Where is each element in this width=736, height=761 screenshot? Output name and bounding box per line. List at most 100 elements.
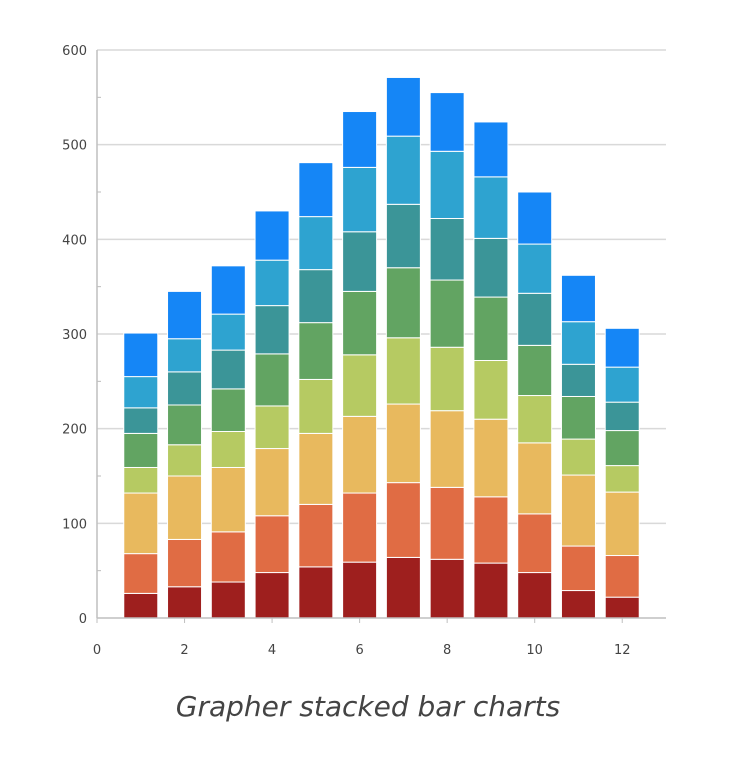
bar-segment — [342, 354, 378, 417]
bar-segment — [298, 503, 334, 568]
bar-segment — [254, 448, 290, 517]
y-tick-label: 600 — [62, 44, 87, 59]
bar-segment — [298, 432, 334, 505]
bar-segment — [385, 337, 421, 405]
bar-segment — [385, 482, 421, 558]
bar-segment — [560, 274, 596, 323]
bar-stack — [473, 121, 509, 619]
bar-segment — [604, 430, 640, 467]
bar-segment — [342, 492, 378, 563]
bar-segment — [342, 111, 378, 168]
bar-segment — [517, 344, 553, 397]
x-tick-label: 6 — [355, 643, 363, 658]
bar-stack — [210, 265, 246, 619]
y-tick-label: 100 — [62, 517, 87, 532]
bar-stack — [385, 76, 421, 619]
bar-segment — [560, 590, 596, 619]
bar-stack — [517, 191, 553, 619]
bar-segment — [123, 376, 159, 409]
x-tick-label: 2 — [180, 643, 188, 658]
chart-caption: Grapher stacked bar charts — [175, 690, 561, 723]
bar-segment — [517, 292, 553, 346]
bar-segment — [517, 191, 553, 245]
bar-segment — [298, 216, 334, 271]
x-tick-label: 10 — [526, 643, 543, 658]
bar-segment — [210, 581, 246, 619]
bar-segment — [604, 465, 640, 493]
bar-segment — [473, 237, 509, 298]
bar-segment — [517, 572, 553, 619]
x-tick-label: 0 — [93, 643, 101, 658]
bar-stack — [123, 332, 159, 619]
bar-stack — [560, 274, 596, 619]
bar-segment — [604, 555, 640, 598]
bar-stack — [167, 290, 203, 619]
bar-segment — [560, 363, 596, 397]
bar-segment — [167, 444, 203, 477]
bar-segment — [210, 313, 246, 351]
bar-segment — [385, 556, 421, 619]
y-tick-label: 400 — [62, 233, 87, 248]
bar-segment — [560, 395, 596, 440]
bar-segment — [254, 210, 290, 261]
bar-segment — [342, 561, 378, 619]
bar-segment — [254, 353, 290, 407]
bar-segment — [385, 76, 421, 137]
y-tick-label: 500 — [62, 139, 87, 154]
bar-segment — [254, 405, 290, 450]
bar-segment — [429, 486, 465, 560]
y-tick-label: 300 — [62, 328, 87, 343]
bar-segment — [210, 388, 246, 433]
bar-segment — [210, 531, 246, 583]
bar-segment — [473, 121, 509, 178]
bar-segment — [210, 349, 246, 390]
y-tick-labels: 0 100 200 300 400 500 600 — [62, 44, 87, 627]
bar-segment — [517, 513, 553, 574]
bar-segment — [254, 259, 290, 307]
x-tick-label: 8 — [443, 643, 451, 658]
bar-segment — [167, 475, 203, 540]
bar-segment — [429, 410, 465, 488]
bar-segment — [385, 135, 421, 205]
bar-segment — [473, 418, 509, 498]
bar-segment — [473, 562, 509, 619]
bar-stack — [604, 327, 640, 619]
bar-segment — [210, 431, 246, 468]
bar-segment — [560, 321, 596, 365]
bar-segment — [473, 176, 509, 239]
bar-segment — [342, 415, 378, 494]
bar-segment — [342, 166, 378, 233]
stacked-bar-chart: 0 100 200 300 400 500 600 0 2 4 6 8 10 12 — [62, 44, 666, 658]
bar-segment — [298, 566, 334, 619]
bar-segment — [298, 162, 334, 218]
bar-stack — [429, 92, 465, 619]
y-tick-label: 0 — [79, 612, 87, 627]
bar-segment — [517, 442, 553, 515]
bar-segment — [385, 267, 421, 339]
bar-segment — [517, 395, 553, 444]
bar-segment — [560, 474, 596, 547]
bar-stacks — [123, 76, 640, 619]
bar-segment — [429, 558, 465, 619]
bar-segment — [429, 150, 465, 220]
y-tick-label: 200 — [62, 423, 87, 438]
bar-segment — [123, 492, 159, 555]
bar-segment — [560, 545, 596, 592]
bar-segment — [429, 346, 465, 412]
bar-segment — [473, 360, 509, 420]
bar-segment — [123, 466, 159, 494]
bar-stack — [254, 210, 290, 619]
bar-segment — [167, 538, 203, 588]
bar-segment — [560, 438, 596, 476]
bar-segment — [473, 496, 509, 564]
x-tick-label: 12 — [614, 643, 631, 658]
bar-segment — [167, 371, 203, 406]
bar-segment — [123, 592, 159, 619]
bar-segment — [429, 279, 465, 348]
x-tick-label: 4 — [268, 643, 276, 658]
bar-segment — [473, 296, 509, 362]
bar-segment — [254, 305, 290, 355]
x-tick-labels: 0 2 4 6 8 10 12 — [93, 643, 631, 658]
bar-stack — [298, 162, 334, 619]
bar-segment — [429, 92, 465, 152]
